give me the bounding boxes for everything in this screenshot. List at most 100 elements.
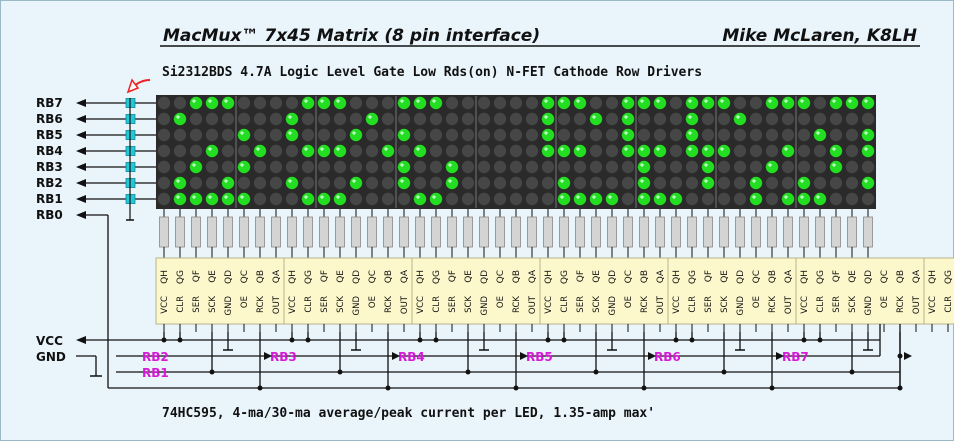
arrow-right-icon: [776, 352, 784, 360]
chip-pin-label: VCC: [160, 296, 170, 314]
led-off: [205, 160, 219, 174]
arrow-left-icon: [76, 131, 86, 139]
chip-pin-label: QA: [784, 269, 794, 283]
led-off: [765, 128, 779, 142]
led-highlight: [544, 115, 548, 119]
led-highlight: [704, 99, 708, 103]
led-off: [253, 176, 267, 190]
led-on: [845, 96, 859, 110]
led-on: [701, 96, 715, 110]
chip-pin-label: QF: [576, 270, 586, 282]
led-highlight: [624, 147, 628, 151]
led-off: [813, 144, 827, 158]
schematic-title: MacMux™ 7x45 Matrix (8 pin interface): [163, 26, 540, 46]
led-highlight: [400, 179, 404, 183]
led-on: [317, 144, 331, 158]
chip-pin-label: RCK: [256, 296, 266, 313]
led-highlight: [176, 195, 180, 199]
led-off: [173, 160, 187, 174]
shift-register-74hc595: [283, 257, 413, 325]
resistor: [655, 216, 665, 248]
led-highlight: [800, 99, 804, 103]
junction-dot: [289, 337, 295, 343]
led-highlight: [224, 99, 228, 103]
led-on: [637, 144, 651, 158]
led-highlight: [784, 147, 788, 151]
led-on: [221, 96, 235, 110]
led-off: [477, 176, 491, 190]
led-on: [397, 176, 411, 190]
led-off: [237, 176, 251, 190]
led-on: [205, 192, 219, 206]
led-off: [397, 112, 411, 126]
led-on: [861, 128, 875, 142]
bus-label: RB1: [142, 366, 169, 380]
chip-pin-label: QA: [528, 269, 538, 283]
led-off: [413, 160, 427, 174]
led-highlight: [560, 195, 564, 199]
led-highlight: [736, 115, 740, 119]
led-off: [349, 112, 363, 126]
led-highlight: [816, 131, 820, 135]
led-on: [285, 112, 299, 126]
led-off: [493, 128, 507, 142]
chip-pin-label: SER: [448, 296, 458, 313]
resistor: [335, 216, 345, 248]
led-off: [173, 128, 187, 142]
led-highlight: [864, 179, 868, 183]
led-off: [525, 192, 539, 206]
led-off: [685, 176, 699, 190]
led-off: [493, 160, 507, 174]
led-off: [861, 160, 875, 174]
led-on: [541, 96, 555, 110]
resistor: [767, 216, 777, 248]
chip-pin-label: VCC: [288, 296, 298, 314]
led-off: [589, 128, 603, 142]
led-highlight: [592, 115, 596, 119]
gnd-label: GND: [36, 350, 66, 364]
led-off: [445, 144, 459, 158]
junction-dot: [305, 337, 311, 343]
led-highlight: [768, 99, 772, 103]
chip-pin-label: QB: [384, 270, 394, 283]
led-off: [605, 96, 619, 110]
led-off: [157, 112, 171, 126]
led-off: [333, 176, 347, 190]
led-on: [797, 96, 811, 110]
resistor: [383, 216, 393, 248]
resistor: [671, 216, 681, 248]
led-off: [221, 144, 235, 158]
resistor: [207, 216, 217, 248]
led-on: [861, 96, 875, 110]
led-off: [493, 112, 507, 126]
chip-pin-label: RCK: [512, 296, 522, 313]
led-off: [445, 112, 459, 126]
junction-dot: [545, 337, 551, 343]
chip-pin-label: QC: [368, 270, 378, 283]
led-off: [605, 144, 619, 158]
led-on: [413, 144, 427, 158]
led-off: [189, 176, 203, 190]
led-off: [669, 160, 683, 174]
led-on: [397, 160, 411, 174]
led-off: [157, 160, 171, 174]
resistor: [559, 216, 569, 248]
led-on: [397, 96, 411, 110]
led-off: [493, 192, 507, 206]
chip-pin-label: QH: [160, 270, 170, 284]
led-on: [637, 176, 651, 190]
resistor: [319, 216, 329, 248]
led-off: [829, 176, 843, 190]
junction-dot: [161, 337, 167, 343]
led-off: [173, 144, 187, 158]
resistor: [639, 216, 649, 248]
led-off: [541, 176, 555, 190]
led-on: [349, 128, 363, 142]
chip-pin-label: CLR: [816, 296, 826, 313]
led-on: [253, 144, 267, 158]
led-highlight: [208, 99, 212, 103]
led-off: [221, 128, 235, 142]
led-highlight: [192, 163, 196, 167]
shift-register-74hc595: [539, 257, 669, 325]
